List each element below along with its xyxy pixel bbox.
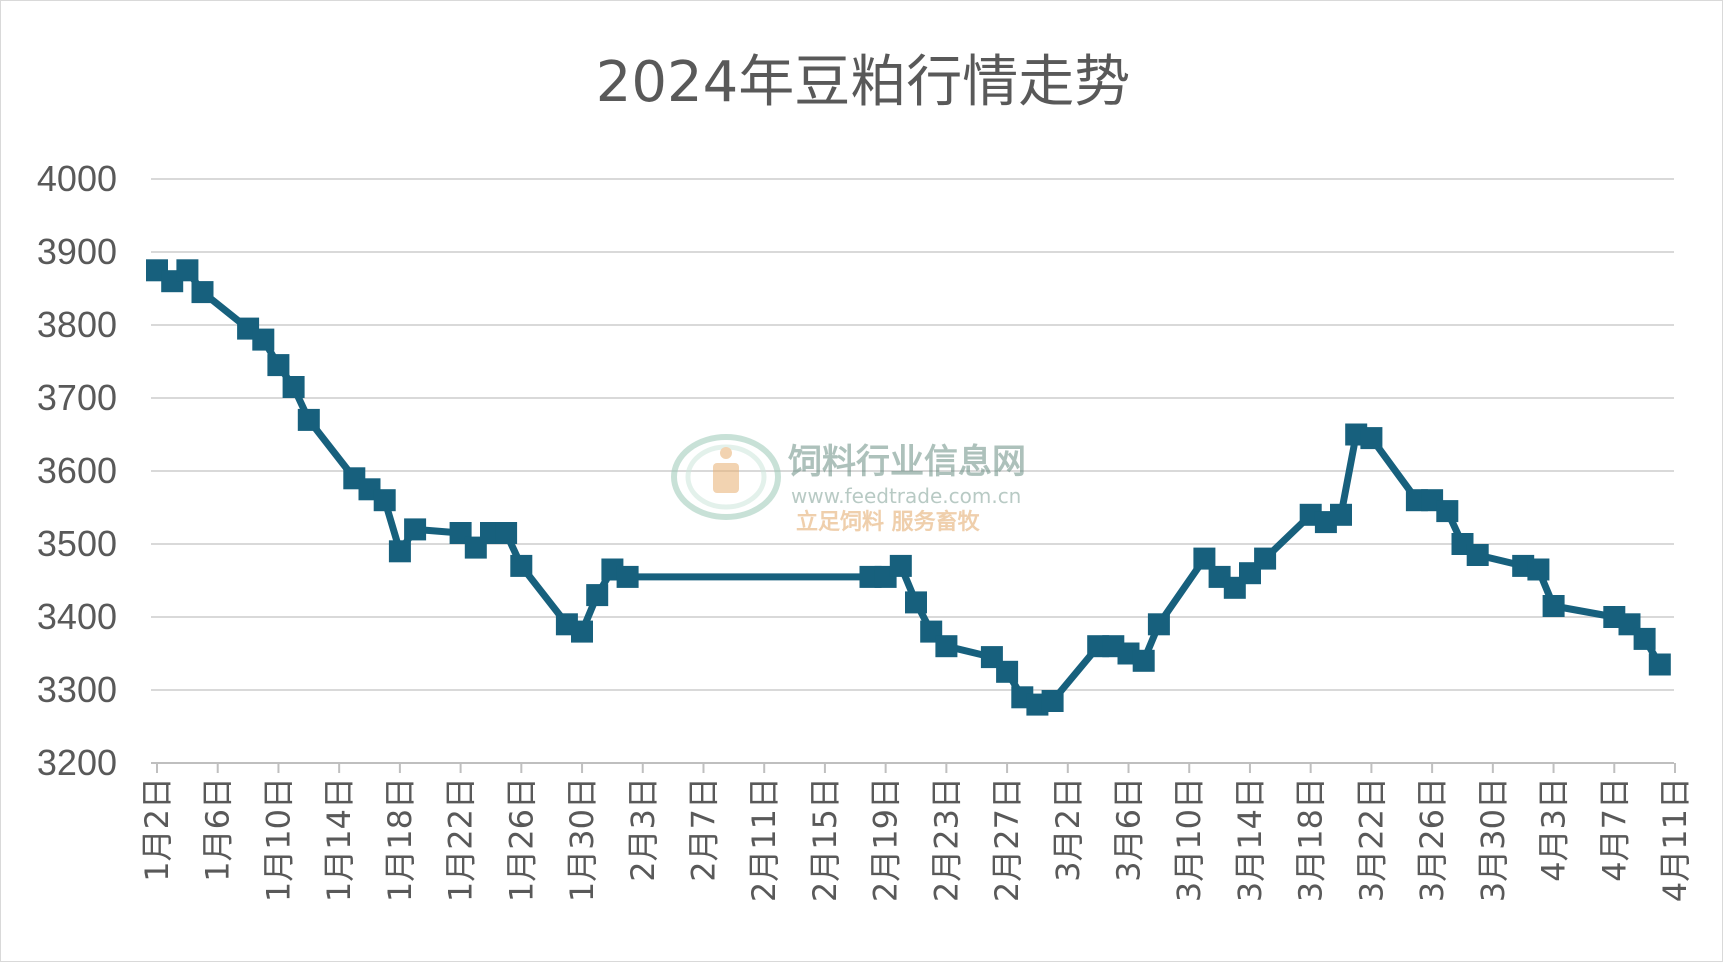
chart-title: 2024年豆粕行情走势 xyxy=(596,50,1131,115)
data-point xyxy=(571,620,593,643)
x-tick-label: 1月6日 xyxy=(199,777,237,882)
data-point xyxy=(616,565,639,588)
y-tick-label: 3900 xyxy=(37,231,117,272)
x-tick-label: 2月15日 xyxy=(806,777,844,902)
x-tick-label: 3月22日 xyxy=(1352,777,1390,902)
x-tick-label: 4月7日 xyxy=(1595,777,1633,882)
watermark-url: www.feedtrade.com.cn xyxy=(791,484,1021,508)
data-point xyxy=(282,376,305,398)
watermark: 饲料行业信息网 www.feedtrade.com.cn 立足饲料 服务畜牧 xyxy=(671,434,1026,535)
data-point xyxy=(267,354,290,377)
data-point xyxy=(510,554,533,577)
data-point xyxy=(1132,649,1155,672)
x-tick-label: 3月10日 xyxy=(1170,777,1208,902)
data-point xyxy=(1633,627,1656,650)
x-tick-label: 3月30日 xyxy=(1474,777,1512,902)
y-tick-label: 4000 xyxy=(37,158,117,199)
data-point xyxy=(373,489,396,512)
y-tick-label: 3200 xyxy=(37,742,117,783)
data-point xyxy=(1527,558,1550,581)
watermark-logo-icon xyxy=(671,434,781,520)
data-point xyxy=(889,554,912,577)
watermark-name: 饲料行业信息网 xyxy=(788,442,1026,482)
data-point xyxy=(1254,547,1277,570)
data-point xyxy=(297,408,320,431)
data-point xyxy=(252,328,275,351)
x-tick-label: 2月19日 xyxy=(867,777,905,902)
x-tick-label: 2月27日 xyxy=(988,777,1026,902)
data-point xyxy=(388,540,411,563)
x-tick-label: 3月6日 xyxy=(1110,777,1148,882)
series-markers xyxy=(146,259,1671,716)
data-point xyxy=(1360,427,1383,450)
data-point xyxy=(1041,690,1064,712)
x-tick-label: 1月2日 xyxy=(138,777,176,882)
y-tick-label: 3700 xyxy=(37,377,117,418)
x-tick-label: 1月18日 xyxy=(381,777,419,902)
x-tick-label: 1月14日 xyxy=(320,777,358,902)
y-axis-tick-labels: 3200 3300 3400 3500 3600 3700 3800 3900 4000 xyxy=(37,158,117,783)
y-tick-label: 3500 xyxy=(37,523,117,564)
data-point xyxy=(1466,544,1489,566)
x-tick-label: 1月10日 xyxy=(259,777,297,902)
x-tick-label: 2月7日 xyxy=(684,777,722,882)
x-tick-label: 3月18日 xyxy=(1292,777,1330,902)
x-tick-label: 1月22日 xyxy=(442,777,480,902)
x-axis-ticks: 1月2日 1月6日 1月10日 1月14日 1月18日 1月22日 1月26日 1月30日 2月… xyxy=(138,763,1694,902)
y-tick-label: 3800 xyxy=(37,304,117,345)
x-tick-label: 3月26日 xyxy=(1413,777,1451,902)
watermark-slogan: 立足饲料 服务畜牧 xyxy=(796,509,981,535)
x-tick-label: 3月14日 xyxy=(1231,777,1269,902)
data-point xyxy=(1147,613,1170,636)
x-tick-label: 2月11日 xyxy=(745,777,783,902)
data-point xyxy=(996,660,1019,683)
data-point xyxy=(404,518,427,541)
data-point xyxy=(935,635,958,658)
x-tick-label: 2月3日 xyxy=(624,777,662,882)
x-tick-label: 1月30日 xyxy=(563,777,601,902)
y-tick-label: 3300 xyxy=(37,669,117,710)
data-point xyxy=(191,281,214,304)
data-point xyxy=(176,259,199,282)
data-point xyxy=(1542,595,1565,617)
x-tick-label: 2月23日 xyxy=(927,777,965,902)
y-tick-label: 3600 xyxy=(37,450,117,491)
x-tick-label: 3月2日 xyxy=(1049,777,1087,882)
x-tick-label: 1月26日 xyxy=(502,777,540,902)
data-point xyxy=(586,584,609,607)
data-point xyxy=(1330,503,1352,526)
data-point xyxy=(495,522,518,544)
data-point xyxy=(905,591,927,614)
x-tick-label: 4月11日 xyxy=(1656,777,1694,902)
data-point xyxy=(1648,653,1671,676)
x-tick-label: 4月3日 xyxy=(1535,777,1573,882)
data-point xyxy=(1436,500,1459,523)
data-point xyxy=(1193,547,1216,570)
y-tick-label: 3400 xyxy=(37,596,117,637)
